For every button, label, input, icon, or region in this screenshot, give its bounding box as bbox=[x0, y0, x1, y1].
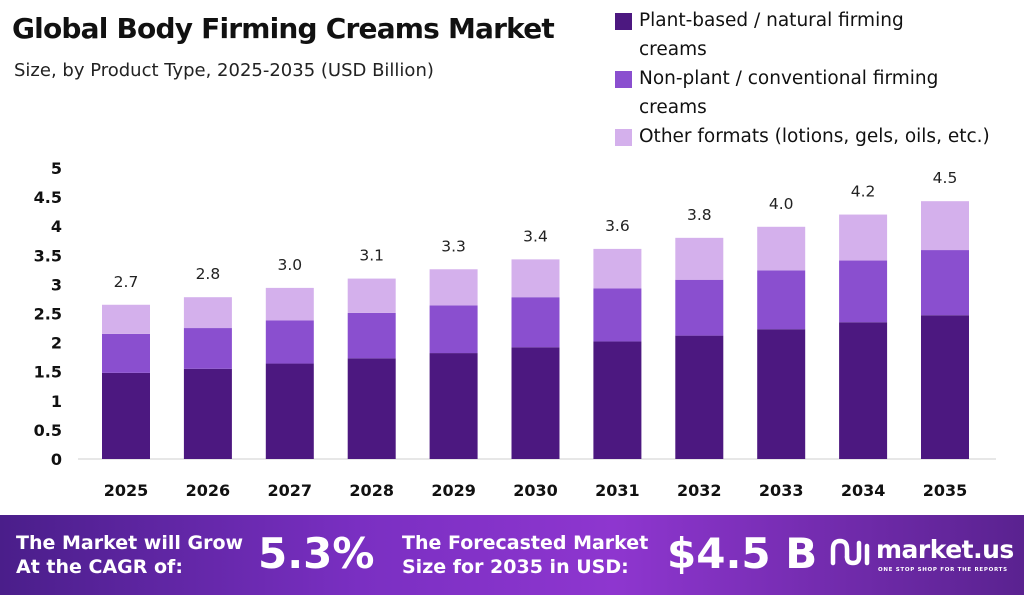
legend-swatch-non-plant bbox=[615, 71, 632, 88]
market-us-logo-icon bbox=[830, 538, 870, 566]
y-axis: 0 0.5 1 1.5 2 2.5 3 3.5 4 4.5 5 bbox=[34, 159, 62, 469]
brand-tagline: ONE STOP SHOP FOR THE REPORTS bbox=[878, 567, 1008, 573]
data-label-2031: 3.6 bbox=[605, 217, 630, 235]
y-tick-label: 0.5 bbox=[34, 421, 62, 440]
x-tick-label-2034: 2034 bbox=[841, 481, 886, 500]
bar-segment-2032-series-1 bbox=[675, 335, 724, 459]
bar-segment-2030-series-3 bbox=[511, 259, 560, 298]
legend-label-non-plant-line2: creams bbox=[639, 97, 707, 118]
forecast-label-line2: Size for 2035 in USD: bbox=[402, 556, 629, 578]
bar-segment-2027-series-1 bbox=[265, 363, 314, 459]
stacked-bar-chart: 0 0.5 1 1.5 2 2.5 3 3.5 4 4.5 5 2.7 2.8 3.0 3.1 3.3 3.4… bbox=[34, 159, 996, 500]
legend-swatch-plant-based bbox=[615, 13, 632, 30]
bar-segment-2031-series-2 bbox=[593, 288, 642, 342]
legend-label-plant-based: Plant-based / natural firming bbox=[639, 10, 904, 31]
data-label-2032: 3.8 bbox=[687, 206, 712, 224]
cagr-label-line1: The Market will Grow bbox=[16, 532, 244, 554]
data-label-2033: 4.0 bbox=[769, 195, 794, 213]
bar-segment-2027-series-3 bbox=[265, 287, 314, 321]
data-label-2035: 4.5 bbox=[933, 169, 958, 187]
cagr-label-line2: At the CAGR of: bbox=[16, 556, 183, 578]
y-tick-label: 0 bbox=[51, 450, 62, 469]
brand-name: market.us bbox=[876, 535, 1014, 564]
bar-segment-2032-series-3 bbox=[675, 237, 724, 280]
bar-segment-2035-series-1 bbox=[921, 315, 969, 459]
legend-item-other-formats: Other formats (lotions, gels, oils, etc.… bbox=[615, 122, 1024, 151]
y-tick-label: 4 bbox=[51, 217, 62, 236]
bar-segment-2030-series-1 bbox=[511, 347, 560, 459]
x-tick-label-2031: 2031 bbox=[595, 481, 640, 500]
data-label-2029: 3.3 bbox=[441, 237, 466, 255]
bar-segment-2026-series-3 bbox=[183, 297, 232, 329]
bar-segment-2028-series-3 bbox=[347, 278, 396, 313]
bar-segment-2033-series-2 bbox=[757, 270, 806, 330]
y-tick-label: 2 bbox=[51, 334, 62, 353]
bar-segment-2029-series-3 bbox=[429, 269, 478, 306]
bar-segment-2035-series-2 bbox=[921, 250, 969, 316]
brand-logo[interactable]: market.us ONE STOP SHOP FOR THE REPORTS bbox=[830, 535, 1020, 583]
x-tick-label-2025: 2025 bbox=[104, 481, 149, 500]
bar-segment-2025-series-3 bbox=[102, 304, 150, 334]
legend-label-other-formats: Other formats (lotions, gels, oils, etc.… bbox=[639, 126, 990, 147]
x-tick-label-2027: 2027 bbox=[268, 481, 313, 500]
legend: Plant-based / natural firming creams Non… bbox=[615, 6, 1024, 151]
bar-segment-2026-series-1 bbox=[183, 368, 232, 459]
legend-item-plant-based: Plant-based / natural firming creams bbox=[615, 6, 1024, 64]
x-tick-label-2032: 2032 bbox=[677, 481, 722, 500]
x-axis: 2025 2026 2027 2028 2029 2030 2031 2032 2033 2034… bbox=[104, 481, 968, 500]
x-tick-label-2033: 2033 bbox=[759, 481, 804, 500]
bar-segment-2029-series-1 bbox=[429, 353, 478, 459]
bar-segment-2034-series-3 bbox=[839, 214, 888, 261]
bar-segment-2034-series-1 bbox=[839, 322, 888, 459]
bar-segment-2029-series-2 bbox=[429, 305, 478, 354]
y-tick-label: 3 bbox=[51, 275, 62, 294]
data-label-2030: 3.4 bbox=[523, 227, 548, 245]
chart-title: Global Body Firming Creams Market bbox=[12, 12, 555, 45]
bar-segment-2028-series-1 bbox=[347, 358, 396, 459]
bar-segment-2035-series-3 bbox=[921, 201, 969, 251]
data-label-2027: 3.0 bbox=[277, 256, 302, 274]
bar-segment-2033-series-3 bbox=[757, 226, 806, 271]
y-tick-label: 1.5 bbox=[34, 363, 62, 382]
x-tick-label-2029: 2029 bbox=[431, 481, 476, 500]
data-label-2034: 4.2 bbox=[851, 183, 876, 201]
bar-segment-2031-series-3 bbox=[593, 248, 642, 289]
y-tick-label: 1 bbox=[51, 392, 62, 411]
bar-segment-2025-series-2 bbox=[102, 333, 150, 373]
legend-swatch-other-formats bbox=[615, 129, 632, 146]
legend-item-non-plant: Non-plant / conventional firming creams bbox=[615, 64, 1024, 122]
legend-label-plant-based-line2: creams bbox=[639, 39, 707, 60]
cagr-label: The Market will Grow At the CAGR of: bbox=[16, 531, 256, 579]
chart-subtitle: Size, by Product Type, 2025-2035 (USD Bi… bbox=[14, 60, 434, 81]
bar-segment-2033-series-1 bbox=[757, 329, 806, 459]
bar-segment-2028-series-2 bbox=[347, 312, 396, 359]
bars: 2.7 2.8 3.0 3.1 3.3 3.4 3.6 3.8 4.0 4.2 4.5 bbox=[102, 169, 969, 459]
bar-segment-2027-series-2 bbox=[265, 320, 314, 364]
x-tick-label-2035: 2035 bbox=[923, 481, 968, 500]
x-tick-label-2026: 2026 bbox=[186, 481, 231, 500]
bar-segment-2026-series-2 bbox=[183, 328, 232, 369]
bar-segment-2030-series-2 bbox=[511, 297, 560, 348]
bar-segment-2031-series-1 bbox=[593, 341, 642, 459]
y-tick-label: 5 bbox=[51, 159, 62, 178]
data-label-2028: 3.1 bbox=[359, 247, 384, 265]
forecast-label: The Forecasted Market Size for 2035 in U… bbox=[402, 531, 667, 579]
y-tick-label: 4.5 bbox=[34, 188, 62, 207]
legend-label-non-plant: Non-plant / conventional firming bbox=[639, 68, 939, 89]
forecast-value: $4.5 B bbox=[667, 529, 818, 578]
footer-banner: The Market will Grow At the CAGR of: 5.3… bbox=[0, 515, 1024, 595]
data-label-2026: 2.8 bbox=[196, 265, 221, 283]
x-tick-label-2028: 2028 bbox=[349, 481, 394, 500]
forecast-label-line1: The Forecasted Market bbox=[402, 532, 649, 554]
bar-segment-2032-series-2 bbox=[675, 279, 724, 336]
data-label-2025: 2.7 bbox=[114, 273, 139, 291]
cagr-value: 5.3% bbox=[258, 529, 375, 578]
bar-segment-2025-series-1 bbox=[102, 372, 150, 459]
bar-segment-2034-series-2 bbox=[839, 260, 888, 323]
x-tick-label-2030: 2030 bbox=[513, 481, 558, 500]
y-tick-label: 2.5 bbox=[34, 305, 62, 324]
y-tick-label: 3.5 bbox=[34, 246, 62, 265]
